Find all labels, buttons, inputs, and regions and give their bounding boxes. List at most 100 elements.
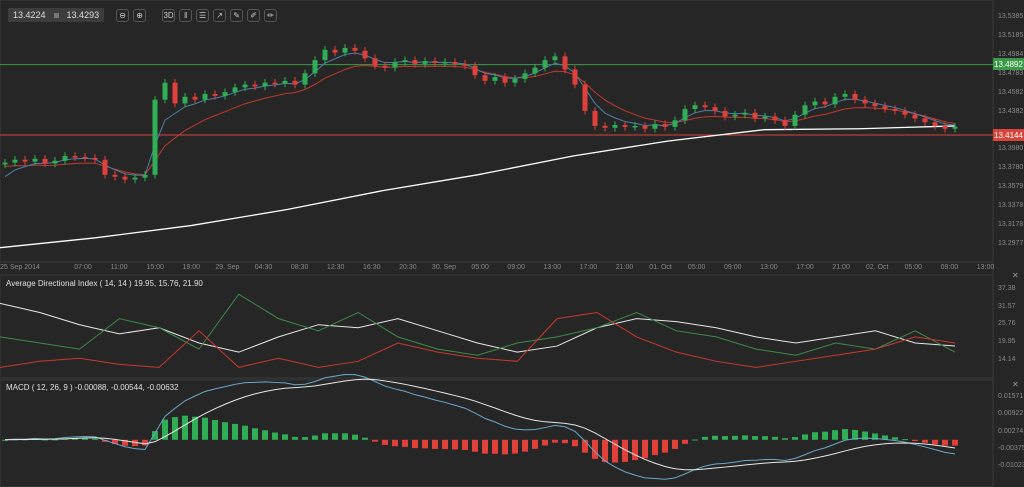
macd-histogram-bar [82, 438, 88, 440]
adx-tick: 31.57 [998, 302, 1016, 310]
macd-histogram-bar [2, 439, 8, 441]
3d-view-icon[interactable]: 3D [162, 8, 176, 22]
candle [302, 73, 308, 85]
time-tick: 05:00 [687, 264, 706, 271]
macd-histogram-bar [612, 439, 618, 463]
price-tick: 13.3579 [998, 183, 1024, 191]
candle [722, 110, 728, 117]
candle [182, 96, 188, 104]
zoom-out-icon[interactable]: ⊖ [116, 8, 130, 22]
macd-histogram-bar [922, 439, 928, 443]
edit-icon[interactable]: ✐ [247, 8, 261, 22]
macd-histogram-bar [762, 436, 768, 440]
time-tick: 15:00 [146, 264, 164, 271]
macd-histogram-bar [582, 439, 588, 453]
macd-histogram-bar [162, 419, 168, 440]
candle [342, 47, 348, 53]
candle [212, 93, 218, 96]
time-tick: 05:00 [471, 264, 489, 271]
candle [202, 93, 208, 100]
macd-histogram-bar [852, 429, 858, 440]
candle [72, 156, 78, 158]
macd-histogram-bar [362, 437, 368, 440]
time-tick: 20:30 [399, 264, 417, 271]
macd-histogram-bar [812, 432, 818, 440]
indicators-icon[interactable]: ☰ [196, 8, 210, 22]
macd-histogram-bar [372, 439, 378, 442]
macd-histogram-bar [182, 415, 188, 440]
macd-histogram-bar [132, 439, 138, 447]
candle [782, 120, 788, 126]
time-tick: 21:00 [615, 264, 634, 271]
candle [122, 176, 128, 180]
candle [592, 110, 598, 126]
main-panel [0, 0, 994, 263]
candle [52, 160, 58, 164]
macd-histogram-bar [562, 439, 568, 444]
candle [292, 80, 298, 85]
macd-histogram-bar [522, 439, 528, 452]
macd-histogram-bar [552, 439, 558, 443]
macd-histogram-bar [72, 438, 78, 440]
macd-histogram-bar [492, 439, 498, 454]
macd-histogram-bar [292, 436, 298, 440]
adx-tick: 25.76 [998, 320, 1016, 328]
macd-histogram-bar [462, 439, 468, 450]
macd-histogram-bar [502, 439, 508, 455]
green-level-marker: 13.4892 [993, 58, 1024, 70]
macd-histogram-bar [202, 417, 208, 440]
adx-tick: 14.14 [998, 355, 1016, 363]
time-tick: 13:00 [760, 264, 778, 271]
time-tick: 17:00 [579, 264, 598, 271]
candle [882, 106, 888, 110]
macd-histogram-bar [222, 422, 228, 440]
zoom-in-icon[interactable]: ⊕ [133, 8, 147, 22]
macd-histogram-bar [442, 439, 448, 450]
macd-histogram-bar [702, 436, 708, 440]
candle [712, 107, 718, 111]
candle [552, 56, 558, 61]
chart-type-icon[interactable]: ǁ [179, 8, 193, 22]
macd-histogram-bar [172, 417, 178, 440]
price-low: 13.4224 [13, 10, 46, 20]
candle [942, 125, 948, 129]
candle [32, 158, 38, 162]
candle [62, 156, 68, 161]
draw-icon[interactable]: ✏ [264, 8, 278, 22]
price-tick: 13.5385 [998, 13, 1024, 21]
price-tick: 13.3980 [998, 145, 1024, 153]
macd-histogram-bar [912, 439, 918, 441]
long-moving-average-line [0, 125, 956, 249]
macd-histogram-bar [682, 439, 688, 444]
export-icon[interactable]: ↗ [213, 8, 227, 22]
macd-histogram-bar [652, 439, 658, 456]
macd-histogram-bar [722, 436, 728, 440]
macd-histogram-bar [832, 430, 838, 440]
macd-histogram-bar [802, 434, 808, 440]
candle [492, 77, 498, 81]
macd-histogram-bar [592, 439, 598, 459]
candle [452, 62, 458, 64]
objects-icon[interactable]: ✎ [230, 8, 244, 22]
macd-histogram-bar [232, 423, 238, 440]
macd-histogram-bar [212, 420, 218, 440]
candle [542, 60, 548, 68]
macd-histogram-bar [602, 439, 608, 463]
candle [562, 56, 568, 70]
macd-tick: -0.01023 [998, 462, 1024, 469]
candle [252, 84, 258, 87]
close-macd-icon[interactable]: ✕ [1012, 380, 1019, 389]
macd-histogram-bar [92, 438, 98, 440]
candle [522, 73, 528, 79]
candle [112, 174, 118, 177]
macd-histogram-bar [302, 437, 308, 440]
price-tick: 13.2977 [998, 239, 1024, 247]
macd-histogram-bar [782, 438, 788, 440]
candle [752, 112, 758, 119]
candle [262, 82, 268, 87]
close-adx-icon[interactable]: ✕ [1012, 271, 1019, 280]
price-tick: 13.5185 [998, 32, 1024, 40]
candle [872, 103, 878, 107]
time-tick: 09:00 [724, 264, 742, 271]
